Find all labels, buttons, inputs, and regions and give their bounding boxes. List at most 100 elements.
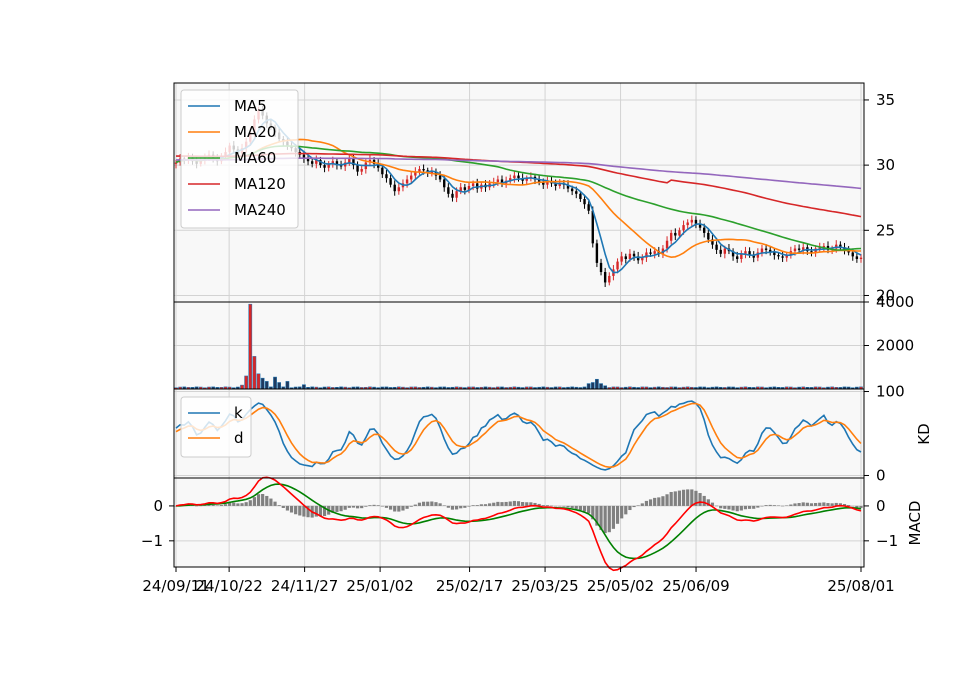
macd-histogram-bar xyxy=(826,503,830,506)
macd-histogram-bar xyxy=(723,505,727,509)
candle-body xyxy=(822,245,826,248)
macd-histogram-bar xyxy=(809,503,814,506)
macd-panel-border xyxy=(173,477,865,568)
price-y-tick-label: 25 xyxy=(876,221,895,239)
candle-body xyxy=(575,191,578,194)
volume-bar xyxy=(599,383,603,390)
macd-histogram-bar xyxy=(298,505,302,516)
x-tick-label: 25/06/09 xyxy=(662,577,729,595)
candle-body xyxy=(306,158,310,162)
macd-histogram-bar xyxy=(438,503,442,506)
macd-histogram-bar xyxy=(488,503,492,506)
kd-y-tick-label: 100 xyxy=(876,383,905,401)
candle-body xyxy=(669,232,673,241)
candle-body xyxy=(352,158,355,166)
macd-histogram-bar xyxy=(339,505,343,512)
x-tick-label: 25/05/02 xyxy=(587,577,654,595)
candle-body xyxy=(715,244,718,250)
candle-body xyxy=(537,179,541,183)
macd-histogram-bar xyxy=(706,499,710,506)
macd-histogram-bar xyxy=(281,505,285,508)
candle-body xyxy=(731,251,735,257)
candle-body xyxy=(851,252,854,257)
candle-body xyxy=(348,158,351,163)
candle-body xyxy=(331,161,335,164)
macd-histogram-bar xyxy=(710,502,715,506)
macd-histogram-bar xyxy=(855,505,859,508)
price-legend: MA5 MA20 MA60 MA120 MA240 xyxy=(180,89,299,229)
candle-body xyxy=(360,169,363,172)
macd-histogram-bar xyxy=(549,505,554,507)
candle-body xyxy=(859,257,863,259)
candle-body xyxy=(686,222,689,226)
candle-body xyxy=(525,178,528,181)
macd-histogram-bar xyxy=(611,505,616,529)
x-tick-label: 25/02/17 xyxy=(436,577,503,595)
macd-histogram-bar xyxy=(417,502,422,506)
macd-histogram-bar xyxy=(690,489,694,506)
macd-histogram-bar xyxy=(496,501,500,506)
macd-histogram-bar xyxy=(199,505,203,507)
macd-histogram-bar xyxy=(669,491,673,506)
macd-histogram-bar xyxy=(475,505,479,506)
macd-histogram-bar xyxy=(743,505,748,510)
macd-histogram-bar xyxy=(203,505,207,506)
macd-histogram-bar xyxy=(294,505,298,515)
candle-body xyxy=(595,243,599,263)
macd-histogram-bar xyxy=(582,505,587,512)
candle-body xyxy=(632,253,636,257)
candle-body xyxy=(513,175,516,179)
candle-body xyxy=(818,247,821,249)
candle-body xyxy=(839,244,842,248)
macd-histogram-bar xyxy=(834,502,838,506)
macd-histogram-bar xyxy=(574,505,578,509)
macd-histogram-bar xyxy=(607,505,611,533)
candle-body xyxy=(579,193,582,200)
candle-body xyxy=(748,251,751,256)
macd-histogram-bar xyxy=(624,505,628,515)
macd-histogram-bar xyxy=(384,505,389,508)
legend-label-ma60: MA60 xyxy=(234,149,276,167)
volume-bar xyxy=(244,375,249,390)
macd-histogram-bar xyxy=(694,490,698,506)
macd-histogram-bar xyxy=(368,505,372,506)
candle-body xyxy=(781,256,784,258)
candle-body xyxy=(430,171,434,173)
candle-body xyxy=(810,251,813,253)
candle-body xyxy=(393,184,396,192)
macd-histogram-bar xyxy=(541,505,545,506)
macd-histogram-bar xyxy=(566,505,570,508)
macd-histogram-bar xyxy=(653,497,657,506)
macd-histogram-bar xyxy=(615,505,620,524)
macd-histogram-bar xyxy=(372,504,376,506)
macd-histogram-bar xyxy=(797,503,801,506)
macd-histogram-bar xyxy=(793,503,797,506)
x-tick-label: 24/09/11 xyxy=(142,577,209,595)
volume-bar xyxy=(586,383,591,390)
macd-histogram-bar xyxy=(620,505,624,519)
macd-histogram-bar xyxy=(442,505,446,506)
macd-histogram-bar xyxy=(232,502,236,506)
macd-histogram-bar xyxy=(516,501,521,506)
macd-histogram-bar xyxy=(644,500,649,506)
macd-histogram-bar xyxy=(430,501,434,506)
macd-histogram-bar xyxy=(413,504,417,506)
macd-histogram-bar xyxy=(455,505,459,510)
macd-histogram-bar xyxy=(814,503,818,506)
macd-histogram-bar xyxy=(302,505,306,517)
candle-body xyxy=(802,247,805,250)
macd-histogram-bar xyxy=(681,489,686,506)
candle-body xyxy=(315,159,318,164)
macd-histogram-bar xyxy=(211,504,215,506)
macd-histogram-bar xyxy=(426,501,430,506)
macd-right-tick-label: 0 xyxy=(876,497,886,515)
macd-histogram-bar xyxy=(401,505,405,511)
candle-body xyxy=(628,253,632,259)
candle-body xyxy=(566,184,570,189)
candle-body xyxy=(443,179,446,188)
candle-body xyxy=(620,256,623,262)
macd-histogram-bar xyxy=(248,500,252,506)
volume-bar xyxy=(248,303,253,390)
macd-histogram-bar xyxy=(714,505,719,507)
legend-label-ma20: MA20 xyxy=(234,123,276,141)
